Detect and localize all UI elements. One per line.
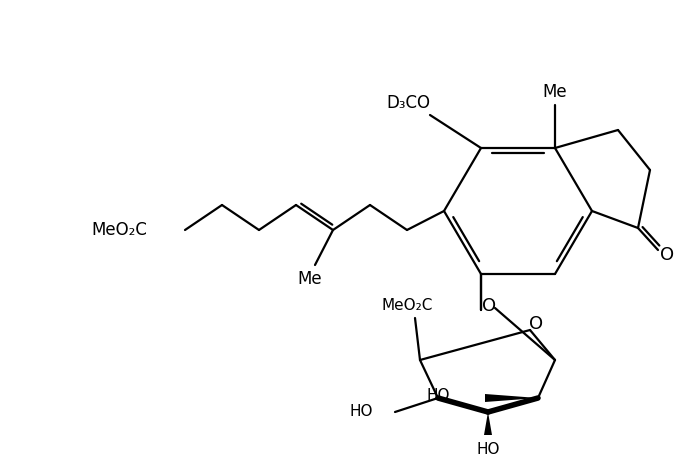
Text: HO: HO [350,405,373,419]
Text: O: O [482,297,496,315]
Text: HO: HO [477,442,499,456]
Polygon shape [485,394,538,402]
Text: Me: Me [298,270,322,288]
Text: MeO₂C: MeO₂C [381,298,433,313]
Polygon shape [484,412,492,435]
Text: D₃CO: D₃CO [386,94,430,112]
Text: MeO₂C: MeO₂C [91,221,147,239]
Text: HO: HO [427,388,450,404]
Text: O: O [660,246,674,264]
Text: Me: Me [543,83,568,101]
Text: O: O [529,315,543,333]
